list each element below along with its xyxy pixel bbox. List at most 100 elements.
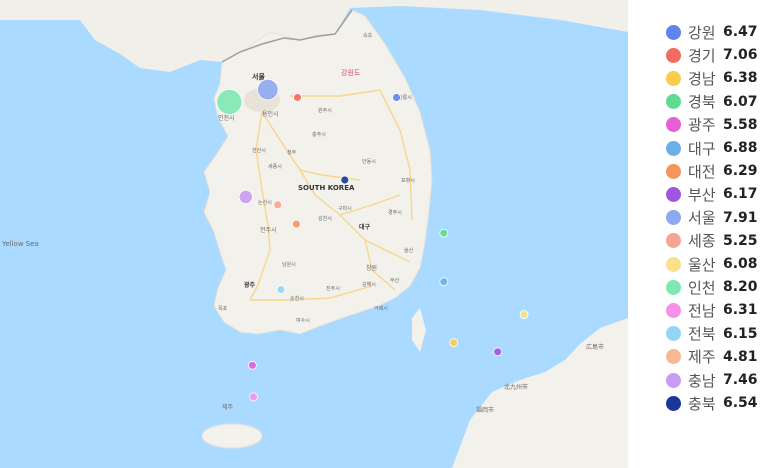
pohang-label: 포항시 xyxy=(401,177,415,184)
map-canvas[interactable]: Yellow Sea SOUTH KOREA 서울 강원도 인천시 용인시 전주… xyxy=(0,0,628,468)
legend-color-swatch xyxy=(666,117,681,133)
yellow-sea-label: Yellow Sea xyxy=(1,240,39,248)
legend-item[interactable]: 충남 7.46 xyxy=(666,369,758,391)
legend-item[interactable]: 대전 6.29 xyxy=(666,160,758,182)
bubble-layer[interactable]: 인천 8.2 서울 7.91 충남 7.46 경기 7.06 대구 6.88 충북 6.5… xyxy=(216,78,529,468)
fukuoka-label: 福岡市 xyxy=(476,406,494,414)
geoje-label: 거제시 xyxy=(374,305,388,312)
bubble-세종[interactable]: 세종 5.25 xyxy=(273,200,283,210)
legend-item[interactable]: 제주 4.81 xyxy=(666,346,758,368)
bubble-전남[interactable]: 전남 6.31 xyxy=(249,392,258,402)
legend-color-swatch xyxy=(666,302,681,318)
legend-value: 5.58 xyxy=(723,116,758,133)
legend-color-swatch xyxy=(666,210,681,226)
andong-label: 안동시 xyxy=(362,158,376,165)
legend-value: 6.31 xyxy=(723,302,758,319)
legend-item[interactable]: 경북 6.07 xyxy=(666,91,758,113)
bubble-충남[interactable]: 충남 7.46 xyxy=(238,189,253,204)
legend-region-name: 광주 xyxy=(688,116,716,135)
busan-label: 부산 xyxy=(390,277,400,284)
legend-value: 6.07 xyxy=(723,93,758,110)
legend-color-swatch xyxy=(666,47,681,63)
legend-region-name: 세종 xyxy=(688,232,716,251)
legend-color-swatch xyxy=(666,163,681,179)
legend-region-name: 제주 xyxy=(688,348,716,367)
legend-region-name: 서울 xyxy=(688,209,716,228)
bubble-경남[interactable]: 경남 6.38 xyxy=(449,338,459,348)
border-line xyxy=(221,9,353,63)
japan-land xyxy=(452,318,628,468)
ulsan-label: 울산 xyxy=(404,247,414,254)
legend-color-swatch xyxy=(666,186,681,202)
legend-item[interactable]: 강원 6.47 xyxy=(666,21,758,43)
bubble-울산[interactable]: 울산 6.08 xyxy=(519,310,529,319)
legend-region-name: 대구 xyxy=(688,139,716,158)
legend-region-name: 대전 xyxy=(688,162,716,181)
changwon-label: 창원 xyxy=(366,264,377,272)
legend-region-name: 전북 xyxy=(688,325,716,344)
legend-item[interactable]: 대구 6.88 xyxy=(666,137,758,159)
map-view[interactable]: Yellow Sea SOUTH KOREA 서울 강원도 인천시 용인시 전주… xyxy=(0,0,628,468)
cheongju-label: 청주 xyxy=(287,150,297,156)
bubble-대전[interactable]: 대전 6.29 xyxy=(291,219,301,229)
legend-color-swatch xyxy=(666,256,681,272)
bubble-부산[interactable]: 부산 6.17 xyxy=(493,347,503,357)
cheonan-label: 천안시 xyxy=(252,147,266,154)
bubble-경기[interactable]: 경기 7.06 xyxy=(293,93,302,102)
legend-item[interactable]: 전북 6.15 xyxy=(666,323,758,345)
legend-value: 6.38 xyxy=(723,70,758,87)
legend-item[interactable]: 경기 7.06 xyxy=(666,44,758,66)
legend-item[interactable]: 울산 6.08 xyxy=(666,253,758,275)
legend-value: 7.06 xyxy=(723,47,758,64)
legend-item[interactable]: 세종 5.25 xyxy=(666,230,758,252)
legend-value: 7.46 xyxy=(723,372,758,388)
legend-color-swatch xyxy=(666,233,681,249)
yeosu-label: 여수시 xyxy=(296,317,310,324)
legend-item[interactable]: 서울 7.91 xyxy=(666,207,758,229)
legend-region-name: 강원 xyxy=(688,23,716,42)
legend-region-name: 울산 xyxy=(688,255,716,274)
legend-item[interactable]: 광주 5.58 xyxy=(666,114,758,136)
sejong-city-label: 세종시 xyxy=(268,163,282,170)
bubble-대구[interactable]: 대구 6.88 xyxy=(439,277,449,287)
legend-color-swatch xyxy=(666,24,681,40)
bubble-경북[interactable]: 경북 6.07 xyxy=(439,228,449,238)
legend-color-swatch xyxy=(666,94,681,110)
legend-value: 6.47 xyxy=(723,24,758,40)
legend-region-name: 경북 xyxy=(688,93,716,112)
bubble-강원[interactable]: 강원 6.47 xyxy=(392,93,401,102)
gimhae-label: 김해시 xyxy=(362,281,376,288)
bubble-광주[interactable]: 광주 5.58 xyxy=(247,360,257,370)
legend-color-swatch xyxy=(666,349,681,365)
incheon-label: 인천시 xyxy=(218,114,235,122)
gimcheon-label: 김천시 xyxy=(318,215,332,222)
south-korea-label: SOUTH KOREA xyxy=(298,184,355,192)
legend-value: 7.91 xyxy=(723,209,758,226)
legend-region-name: 전남 xyxy=(688,301,716,320)
bubble-충북[interactable]: 충북 6.54 xyxy=(340,175,350,185)
bubble-서울[interactable]: 서울 7.91 xyxy=(257,78,279,101)
legend-value: 6.88 xyxy=(723,140,758,156)
legend-color-swatch xyxy=(666,395,681,411)
legend-item[interactable]: 경남 6.38 xyxy=(666,67,758,89)
legend-region-name: 부산 xyxy=(688,185,716,204)
legend-color-swatch xyxy=(666,326,681,342)
legend: 강원 6.47 경기 7.06 경남 6.38 경북 6.07 광주 5.58 대구 6.88 대전 6.… xyxy=(628,0,774,468)
bubble-전북[interactable]: 전북 6.15 xyxy=(276,285,286,295)
legend-value: 6.15 xyxy=(723,325,758,342)
suncheon-label: 순천시 xyxy=(290,295,304,302)
legend-item[interactable]: 부산 6.17 xyxy=(666,183,758,205)
legend-item[interactable]: 전남 6.31 xyxy=(666,299,758,321)
seoul-label: 서울 xyxy=(252,72,265,81)
wonju-label: 원주시 xyxy=(318,107,332,114)
legend-item[interactable]: 충북 6.54 xyxy=(666,392,758,414)
bubble-인천[interactable]: 인천 8.2 xyxy=(216,89,243,116)
kitakyushu-label: 北九州市 xyxy=(504,383,528,391)
legend-value: 5.25 xyxy=(723,232,758,249)
legend-item[interactable]: 인천 8.20 xyxy=(666,276,758,298)
gwangju-label: 광주 xyxy=(244,281,256,289)
gangwon-label: 강원도 xyxy=(341,68,361,77)
jeju-label: 제주 xyxy=(222,403,234,411)
gyeongju-label: 경주시 xyxy=(388,209,402,216)
legend-value: 8.20 xyxy=(723,279,758,296)
